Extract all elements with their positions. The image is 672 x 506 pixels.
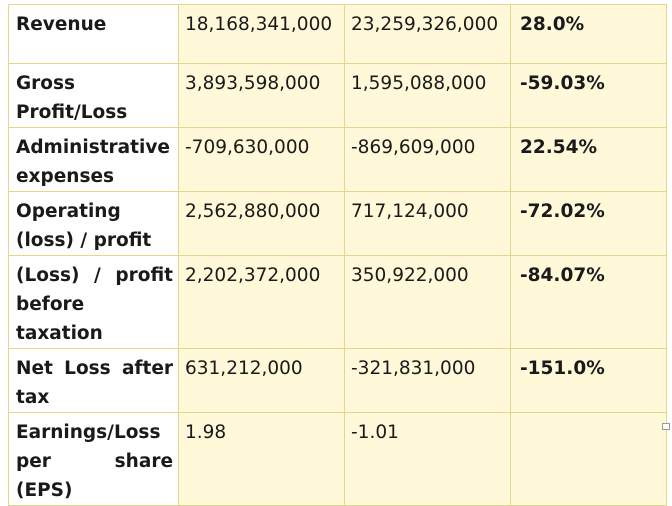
table-row: Operating (loss) / profit 2,562,880,000 … (8, 191, 667, 256)
value-cell: -1.01 (344, 412, 511, 506)
row-label: Net Loss after tax (8, 348, 179, 413)
change-cell: -59.03% (510, 63, 667, 128)
row-label: Gross Profit/Loss (8, 63, 179, 128)
change-cell: 22.54% (510, 127, 667, 192)
value-cell: 350,922,000 (344, 255, 511, 349)
value-cell: 631,212,000 (178, 348, 345, 413)
row-label: Revenue (8, 4, 179, 64)
value-cell: -321,831,000 (344, 348, 511, 413)
change-cell (510, 412, 667, 506)
table-row: Net Loss after tax 631,212,000 -321,831,… (8, 348, 667, 413)
value-cell: 3,893,598,000 (178, 63, 345, 128)
value-cell: 2,562,880,000 (178, 191, 345, 256)
table-resize-handle[interactable] (662, 423, 670, 430)
value-cell: 18,168,341,000 (178, 4, 345, 64)
change-cell: -72.02% (510, 191, 667, 256)
change-cell: -151.0% (510, 348, 667, 413)
table-row: Revenue 18,168,341,000 23,259,326,000 28… (8, 4, 667, 64)
table-row: Earnings/Loss per share (EPS) 1.98 -1.01 (8, 412, 667, 506)
row-label: Operating (loss) / profit (8, 191, 179, 256)
row-label: Administrative expenses (8, 127, 179, 192)
table-row: (Loss) / profit before taxation 2,202,37… (8, 255, 667, 349)
row-label: Earnings/Loss per share (EPS) (8, 412, 179, 506)
table-row: Gross Profit/Loss 3,893,598,000 1,595,08… (8, 63, 667, 128)
value-cell: 717,124,000 (344, 191, 511, 256)
value-cell: -709,630,000 (178, 127, 345, 192)
value-cell: 2,202,372,000 (178, 255, 345, 349)
change-cell: -84.07% (510, 255, 667, 349)
value-cell: 1,595,088,000 (344, 63, 511, 128)
value-cell: -869,609,000 (344, 127, 511, 192)
value-cell: 1.98 (178, 412, 345, 506)
change-cell: 28.0% (510, 4, 667, 64)
financial-summary-table: Revenue 18,168,341,000 23,259,326,000 28… (8, 4, 667, 506)
table-row: Administrative expenses -709,630,000 -86… (8, 127, 667, 192)
row-label: (Loss) / profit before taxation (8, 255, 179, 349)
value-cell: 23,259,326,000 (344, 4, 511, 64)
